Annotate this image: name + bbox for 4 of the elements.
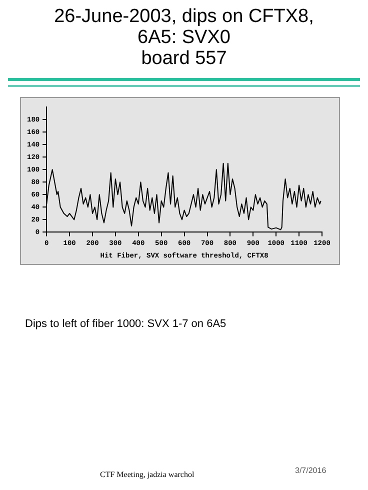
text: 3/7/2016 xyxy=(295,466,326,475)
chart-title: 26-June-2003, dips on CFTX8, 6A5: SVX0 board 557 xyxy=(53,6,315,69)
text: CTF Meeting, jadzia warchol xyxy=(100,470,194,479)
text: Dips to left of fiber 1000: SVX 1-7 on 6A5 xyxy=(25,318,226,330)
